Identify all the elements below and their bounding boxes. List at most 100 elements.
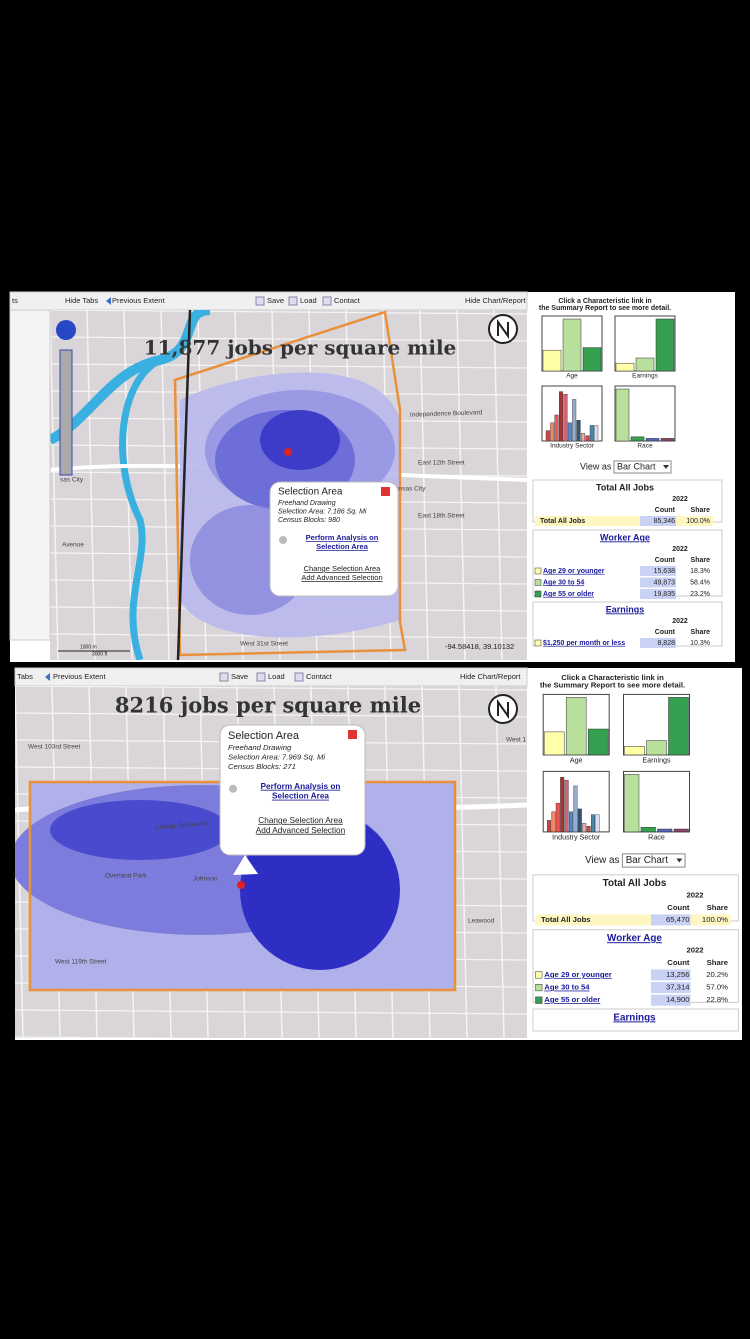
- row-bg: [535, 566, 645, 576]
- pan-control[interactable]: [56, 320, 76, 340]
- perform-analysis[interactable]: Selection Area: [272, 792, 329, 801]
- save-button[interactable]: Save: [231, 672, 248, 681]
- popup-link[interactable]: Add Advanced Selection: [301, 573, 382, 582]
- table-box: [532, 1008, 739, 1032]
- icon: [255, 296, 265, 306]
- thumb-bar: [624, 774, 640, 833]
- thumb-bar: [635, 357, 655, 372]
- popup-line: Selection Area: 7.186 Sq. Mi: [278, 508, 367, 515]
- contact-button[interactable]: Contact: [334, 296, 361, 305]
- map-marker: [237, 881, 245, 889]
- hide-tabs[interactable]: Hide Tabs: [65, 296, 98, 305]
- chart-label: Race: [637, 443, 653, 450]
- instruction: Click a Characteristic link in: [561, 673, 664, 682]
- thumb-bar: [563, 394, 568, 442]
- row-share: 18.3%: [690, 568, 710, 575]
- load-button[interactable]: Load: [268, 672, 285, 681]
- popup-line: Selection Area: 7.969 Sq. Mi: [228, 752, 325, 761]
- row-bg: [535, 994, 656, 1006]
- hide-chart[interactable]: Hide Chart/Report: [460, 672, 521, 681]
- row-label[interactable]: Age 29 or younger: [544, 970, 612, 979]
- load-button[interactable]: Load: [300, 296, 317, 305]
- row-count: 13,256: [666, 970, 690, 979]
- table-title[interactable]: Worker Age: [607, 933, 662, 944]
- thumb-bar: [660, 438, 675, 442]
- thumb-bar: [567, 422, 572, 442]
- table-title[interactable]: Earnings: [606, 604, 645, 614]
- table-title[interactable]: Worker Age: [600, 532, 650, 542]
- row-share: 20.2%: [706, 970, 728, 979]
- chart-label: Earnings: [632, 373, 658, 380]
- col-header: Share: [707, 958, 729, 967]
- count-bg: [640, 638, 676, 648]
- row-share: 23.2%: [690, 591, 710, 598]
- select-arrow: [663, 465, 669, 469]
- left-strip: [9, 309, 51, 641]
- chart-label: Age: [566, 373, 578, 380]
- popup-close[interactable]: [348, 730, 357, 739]
- select-value: Bar Chart: [626, 855, 669, 866]
- popup-close[interactable]: [381, 487, 390, 496]
- thumb-bar: [551, 811, 556, 833]
- thumb-bar: [624, 746, 645, 756]
- row-label[interactable]: Age 29 or younger: [543, 568, 605, 575]
- thumb-bar: [562, 318, 582, 372]
- popup-link[interactable]: Change Selection Area: [304, 564, 382, 573]
- thumb-bar: [555, 802, 560, 833]
- count-bg: [640, 516, 676, 526]
- select-arrow: [676, 858, 683, 863]
- map-label: ansas City: [395, 486, 426, 493]
- road: [15, 1009, 527, 1015]
- table-title[interactable]: Earnings: [613, 1012, 656, 1023]
- thumb-bar: [569, 811, 574, 833]
- swatch: [534, 639, 542, 647]
- thumb-bar: [545, 430, 550, 442]
- popup-link[interactable]: Change Selection Area: [258, 816, 343, 825]
- save-button[interactable]: Save: [267, 296, 284, 305]
- col-header: Share: [707, 903, 729, 912]
- thumb-bar: [595, 814, 600, 833]
- view-as: View as: [580, 461, 612, 471]
- table-title: Total All Jobs: [603, 878, 667, 889]
- row-label[interactable]: Age 30 to 54: [544, 983, 590, 992]
- row-label[interactable]: Age 30 to 54: [543, 579, 584, 586]
- popup-link[interactable]: Add Advanced Selection: [256, 826, 346, 835]
- chart-label: Industry Sector: [550, 443, 595, 450]
- row-bg: [535, 577, 645, 588]
- thumb-bar: [589, 425, 594, 442]
- previous-extent[interactable]: Previous Extent: [112, 296, 165, 305]
- row-label[interactable]: Age 55 or older: [544, 995, 600, 1004]
- select-box[interactable]: [621, 853, 686, 868]
- map-label: sas City: [60, 477, 84, 484]
- blob: [50, 800, 230, 860]
- arrow-icon: [106, 297, 111, 305]
- perform-analysis[interactable]: Selection Area: [316, 542, 369, 551]
- row-share: 10.3%: [690, 640, 710, 647]
- thumb-bar: [572, 399, 577, 442]
- swatch: [534, 579, 542, 586]
- select-box[interactable]: [613, 460, 672, 474]
- contact-button[interactable]: Contact: [306, 672, 333, 681]
- boundary-line: [176, 310, 192, 660]
- thumb-bar: [615, 388, 630, 442]
- table-box: [532, 874, 739, 922]
- hide-chart[interactable]: Hide Chart/Report: [465, 296, 526, 305]
- previous-extent[interactable]: Previous Extent: [53, 672, 106, 681]
- swatch: [535, 984, 543, 992]
- row-label[interactable]: Age 55 or older: [543, 591, 594, 598]
- row-count: 14,900: [666, 995, 690, 1004]
- row-count: 8,828: [657, 640, 675, 647]
- road: [86, 310, 96, 660]
- popup-tail: [233, 855, 258, 875]
- road: [160, 310, 170, 660]
- north-arrow-n: [497, 698, 509, 720]
- perform-analysis[interactable]: Perform Analysis on: [306, 533, 379, 542]
- map-label: West 31st Street: [240, 641, 288, 648]
- icon: [294, 672, 304, 682]
- chart-label: Industry Sector: [552, 833, 601, 841]
- perform-analysis[interactable]: Perform Analysis on: [261, 782, 341, 791]
- thumb-bar: [554, 414, 559, 442]
- map-title: 8216 jobs per square mile: [115, 693, 421, 718]
- row-label[interactable]: $1,250 per month or less: [543, 640, 625, 647]
